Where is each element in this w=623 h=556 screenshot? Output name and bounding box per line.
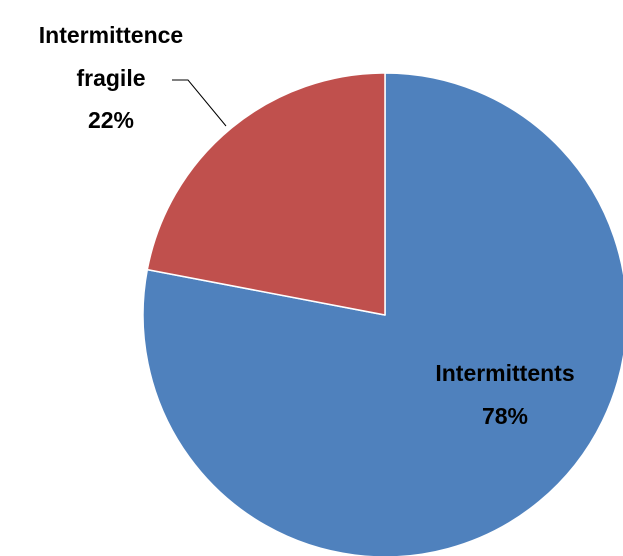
leader-lines [172,79,227,127]
slice-name-label-intermittence-fragile: fragile [76,65,145,91]
data-label-intermittents: 78% [482,403,528,429]
slice-labels: Intermittents 78% Intermittence fragile 22% [39,22,575,429]
slice-name-label-intermittence-fragile: Intermittence [39,22,183,48]
pie-slices [142,72,623,556]
slice-name-label-intermittents: Intermittents [435,360,574,386]
leader-line-intermittence-fragile [172,79,227,127]
data-label-intermittence-fragile: 22% [88,107,134,133]
pie-slice-intermittents [142,72,623,556]
pie-slice-intermittence-fragile [146,72,386,316]
